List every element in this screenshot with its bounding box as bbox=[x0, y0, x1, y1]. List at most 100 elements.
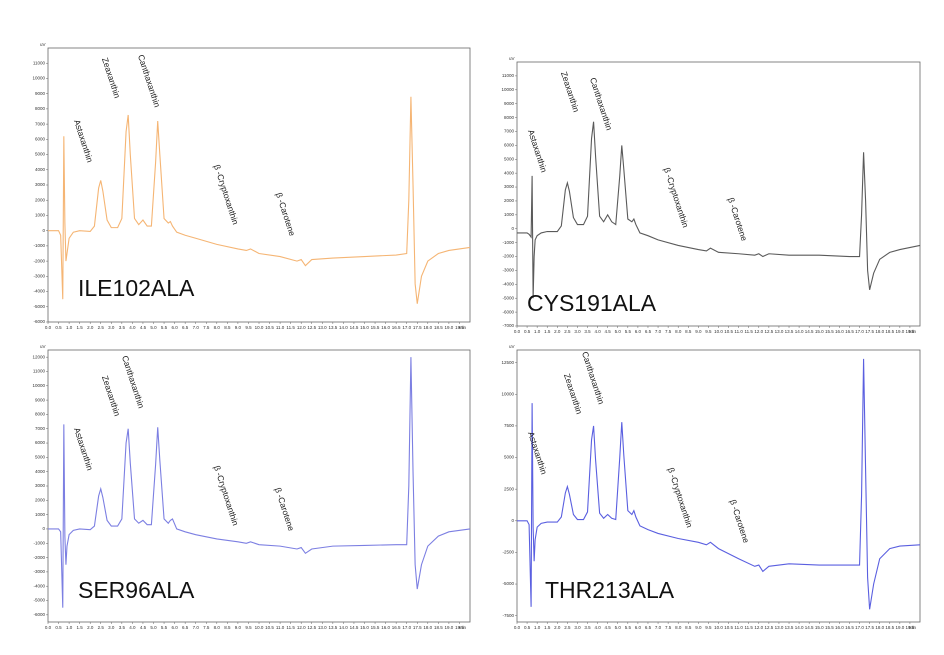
x-tick-label: 13.0 bbox=[775, 625, 784, 630]
x-tick-label: 12.5 bbox=[307, 625, 316, 630]
x-tick-label: 7.0 bbox=[193, 625, 200, 630]
x-tick-label: 4.0 bbox=[129, 625, 136, 630]
x-tick-label: 12.0 bbox=[297, 625, 306, 630]
chromatogram-panel: -7000 -6000 -5000 -4000 -3000 -2000 -1000 0 1000… bbox=[501, 56, 921, 334]
x-tick-label: 8.0 bbox=[214, 625, 221, 630]
y-tick-label: -5000 bbox=[502, 295, 514, 300]
y-tick-label: 9000 bbox=[35, 397, 46, 402]
x-tick-label: 11.5 bbox=[286, 325, 295, 330]
sample-label: CYS191ALA bbox=[527, 290, 657, 316]
x-tick-label: 1.0 bbox=[66, 625, 73, 630]
x-tick-label: 2.0 bbox=[87, 625, 94, 630]
x-tick-label: 13.5 bbox=[328, 325, 337, 330]
x-axis-unit: min bbox=[459, 625, 467, 630]
x-tick-label: 3.5 bbox=[119, 325, 126, 330]
y-tick-label: 10000 bbox=[501, 87, 514, 92]
y-tick-label: -3000 bbox=[33, 569, 45, 574]
x-tick-label: 10.0 bbox=[714, 625, 723, 630]
chromatogram-trace bbox=[517, 358, 921, 610]
x-tick-label: 5.5 bbox=[161, 625, 168, 630]
x-tick-label: 4.5 bbox=[140, 325, 147, 330]
y-tick-label: 4000 bbox=[35, 167, 46, 172]
x-tick-label: 19.5 bbox=[906, 625, 915, 630]
y-tick-label: 8000 bbox=[504, 115, 515, 120]
x-tick-label: 0.0 bbox=[514, 625, 521, 630]
peak-label: β -Cryptoxanthin bbox=[212, 464, 241, 527]
x-tick-label: 1.0 bbox=[534, 625, 541, 630]
x-tick-label: 9.0 bbox=[235, 325, 242, 330]
x-tick-label: 1.0 bbox=[66, 325, 73, 330]
x-tick-label: 15.0 bbox=[360, 325, 369, 330]
x-tick-label: 9.5 bbox=[705, 329, 712, 334]
y-tick-label: -2000 bbox=[33, 555, 45, 560]
x-tick-label: 17.5 bbox=[413, 325, 422, 330]
y-tick-label: 7000 bbox=[35, 121, 46, 126]
x-tick-label: 3.0 bbox=[574, 625, 581, 630]
x-tick-label: 13.5 bbox=[328, 625, 337, 630]
x-tick-label: 10.0 bbox=[255, 325, 264, 330]
y-tick-label: -2000 bbox=[502, 254, 514, 259]
chromatogram-trace bbox=[48, 96, 471, 304]
peak-label: Astaxanthin bbox=[72, 426, 95, 472]
x-tick-label: 5.0 bbox=[150, 625, 157, 630]
y-tick-label: -6000 bbox=[33, 319, 45, 324]
x-tick-label: 18.0 bbox=[875, 329, 884, 334]
peak-label: β -Carotene bbox=[273, 486, 297, 532]
peak-label: β -Cryptoxanthin bbox=[212, 163, 241, 226]
x-tick-label: 17.0 bbox=[402, 325, 411, 330]
x-tick-label: 11.0 bbox=[276, 325, 285, 330]
y-tick-label: 10000 bbox=[32, 383, 45, 388]
chromatogram-trace bbox=[48, 357, 471, 608]
x-tick-label: 12.5 bbox=[764, 329, 773, 334]
x-tick-label: 7.0 bbox=[655, 329, 662, 334]
x-tick-label: 17.5 bbox=[413, 625, 422, 630]
x-tick-label: 18.5 bbox=[434, 625, 443, 630]
x-tick-label: 5.0 bbox=[150, 325, 157, 330]
y-tick-label: 6000 bbox=[35, 440, 46, 445]
x-tick-label: 14.0 bbox=[795, 625, 804, 630]
x-tick-label: 19.5 bbox=[455, 625, 464, 630]
x-tick-label: 11.5 bbox=[745, 625, 754, 630]
x-tick-label: 19.5 bbox=[906, 329, 915, 334]
x-tick-label: 16.5 bbox=[845, 625, 854, 630]
x-tick-label: 9.5 bbox=[245, 325, 252, 330]
y-tick-label: -5000 bbox=[33, 598, 45, 603]
x-tick-label: 11.5 bbox=[286, 625, 295, 630]
peak-label: Zeaxanthin bbox=[559, 70, 582, 113]
x-tick-label: 11.0 bbox=[276, 625, 285, 630]
x-tick-label: 16.5 bbox=[845, 329, 854, 334]
x-tick-label: 8.5 bbox=[685, 329, 692, 334]
x-tick-label: 15.0 bbox=[360, 625, 369, 630]
x-tick-label: 12.5 bbox=[764, 625, 773, 630]
x-tick-label: 19.0 bbox=[445, 625, 454, 630]
y-axis-unit: uV bbox=[509, 56, 515, 61]
x-tick-label: 11.5 bbox=[745, 329, 754, 334]
peak-label: β -Cryptoxanthin bbox=[666, 466, 695, 529]
x-tick-label: 8.0 bbox=[675, 625, 682, 630]
y-tick-label: 8000 bbox=[35, 106, 46, 111]
x-tick-label: 2.0 bbox=[87, 325, 94, 330]
x-tick-label: 1.5 bbox=[544, 329, 551, 334]
x-tick-label: 15.0 bbox=[815, 625, 824, 630]
y-tick-label: 0 bbox=[42, 526, 45, 531]
x-tick-label: 17.0 bbox=[402, 625, 411, 630]
x-tick-label: 18.0 bbox=[423, 625, 432, 630]
x-tick-label: 1.5 bbox=[77, 625, 84, 630]
x-axis-unit: min bbox=[909, 625, 917, 630]
x-tick-label: 13.5 bbox=[785, 625, 794, 630]
x-tick-label: 14.5 bbox=[805, 329, 814, 334]
y-tick-label: 4000 bbox=[504, 170, 515, 175]
y-tick-label: 9000 bbox=[35, 91, 46, 96]
y-tick-label: 11000 bbox=[502, 73, 515, 78]
x-tick-label: 8.0 bbox=[214, 325, 221, 330]
x-tick-label: 9.5 bbox=[245, 625, 252, 630]
y-tick-label: -4000 bbox=[33, 289, 45, 294]
x-tick-label: 3.5 bbox=[119, 625, 126, 630]
y-tick-label: -6000 bbox=[502, 309, 514, 314]
peak-label: β -Carotene bbox=[728, 498, 752, 544]
peak-label: β -Cryptoxanthin bbox=[662, 166, 691, 229]
x-tick-label: 9.0 bbox=[695, 329, 702, 334]
x-tick-label: 2.5 bbox=[564, 625, 571, 630]
y-tick-label: 6000 bbox=[504, 143, 515, 148]
peak-label: Zeaxanthin bbox=[562, 372, 585, 415]
